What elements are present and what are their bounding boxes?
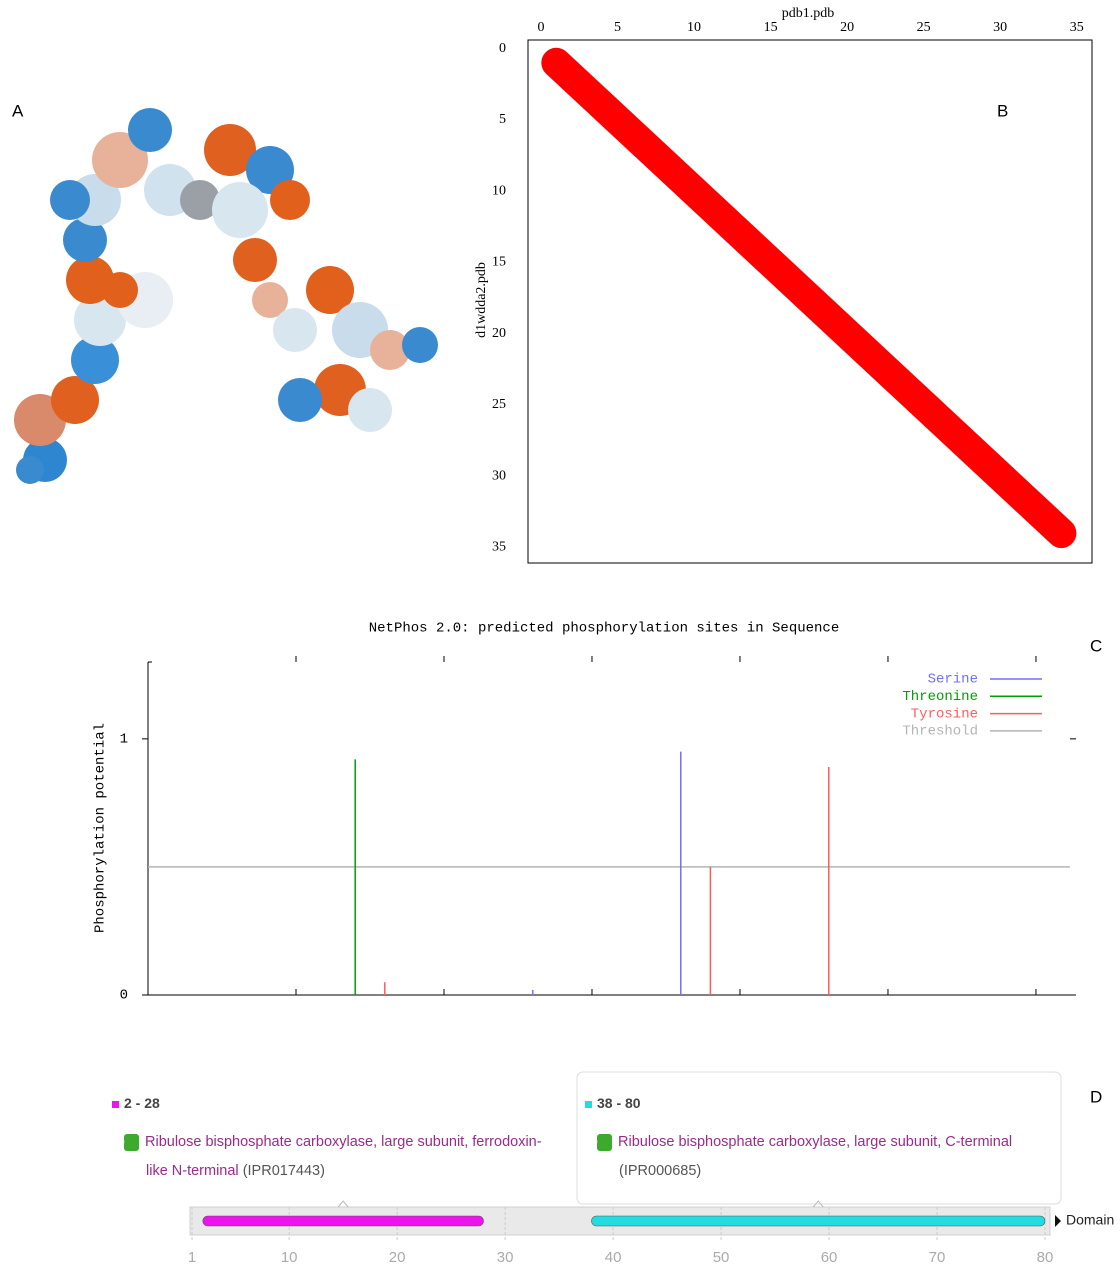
badge: D (597, 1134, 612, 1151)
panel-label: C (1090, 636, 1102, 655)
legend-label: Tyrosine (911, 706, 978, 722)
badge: D (124, 1134, 139, 1151)
y-tick-label: 25 (492, 397, 506, 412)
domain-range-label: 2 - 28 (124, 1095, 160, 1111)
x-tick-label: 25 (917, 20, 931, 35)
domain-info: 2 - 28 D Ribulose bisphosphate carboxylase… (112, 1089, 542, 1186)
x-tick-label: 20 (389, 1249, 406, 1266)
domain-range: 2 - 28 (112, 1089, 542, 1118)
x-tick-label: 0 (538, 20, 545, 35)
x-tick-label: 10 (281, 1249, 298, 1266)
x-tick-label: 50 (713, 1249, 730, 1266)
x-tick-label: 30 (993, 20, 1007, 35)
y-tick-label: 35 (492, 540, 506, 555)
domain-caret (338, 1201, 348, 1207)
y-tick-label: 0 (499, 41, 506, 56)
domain-text: D Ribulose bisphosphate carboxylase, larg… (585, 1128, 1055, 1186)
y-tick-label: 30 (492, 468, 506, 483)
domain-info: 38 - 80 D Ribulose bisphosphate carboxylas… (585, 1089, 1055, 1186)
y-tick-label: 1 (120, 732, 128, 748)
x-tick-label: 60 (821, 1249, 838, 1266)
figure: {"panel_labels": ["A", "B", "C", "D"], "… (0, 0, 1120, 1270)
y-tick-label: 0 (120, 988, 128, 1004)
domain-range-label: 38 - 80 (597, 1095, 641, 1111)
domain-id: (IPR000685) (619, 1163, 701, 1179)
domain-id: (IPR017443) (243, 1163, 325, 1179)
y-tick-label: 5 (499, 112, 506, 127)
x-tick-label: 70 (929, 1249, 946, 1266)
legend-label: Threshold (902, 724, 978, 740)
track-marker (1055, 1215, 1061, 1227)
domain-name: Ribulose bisphosphate carboxylase, large… (145, 1134, 542, 1179)
x-tick-label: 80 (1037, 1249, 1054, 1266)
x-tick-label: 40 (605, 1249, 622, 1266)
y-axis-label: Phosphorylation potential (93, 723, 109, 933)
domain-swatch (585, 1101, 592, 1108)
y-tick-label: 20 (492, 326, 506, 341)
x-tick-label: 1 (188, 1249, 196, 1266)
chart-title: NetPhos 2.0: predicted phosphorylation s… (369, 621, 839, 637)
x-tick-label: 20 (840, 20, 854, 35)
track-label: Domain (1066, 1212, 1114, 1228)
figure-canvas: A B C D 0510152025303505101520253035pdb1… (0, 0, 1120, 1270)
domain-swatch (112, 1101, 119, 1108)
legend-label: Threonine (902, 689, 978, 705)
domain-bar (592, 1216, 1045, 1226)
y-axis-label: d1wdda2.pdb (474, 262, 489, 338)
x-tick-label: 15 (764, 20, 778, 35)
x-axis-label: pdb1.pdb (782, 6, 835, 21)
molecule-surface (14, 108, 438, 484)
panel-label: B (997, 101, 1008, 120)
x-tick-label: 10 (687, 20, 701, 35)
domain-text: D Ribulose bisphosphate carboxylase, larg… (112, 1128, 542, 1186)
legend-label: Serine (928, 672, 978, 688)
domain-name: Ribulose bisphosphate carboxylase, large… (618, 1134, 1012, 1150)
domain-range: 38 - 80 (585, 1089, 1055, 1118)
x-tick-label: 35 (1070, 20, 1084, 35)
x-tick-label: 30 (497, 1249, 514, 1266)
y-tick-label: 15 (492, 255, 506, 270)
panel-label: D (1090, 1087, 1102, 1106)
domain-bar (203, 1216, 484, 1226)
panel-label: A (12, 101, 24, 120)
x-tick-label: 5 (614, 20, 621, 35)
y-tick-label: 10 (492, 183, 506, 198)
diagonal-line (556, 63, 1061, 533)
